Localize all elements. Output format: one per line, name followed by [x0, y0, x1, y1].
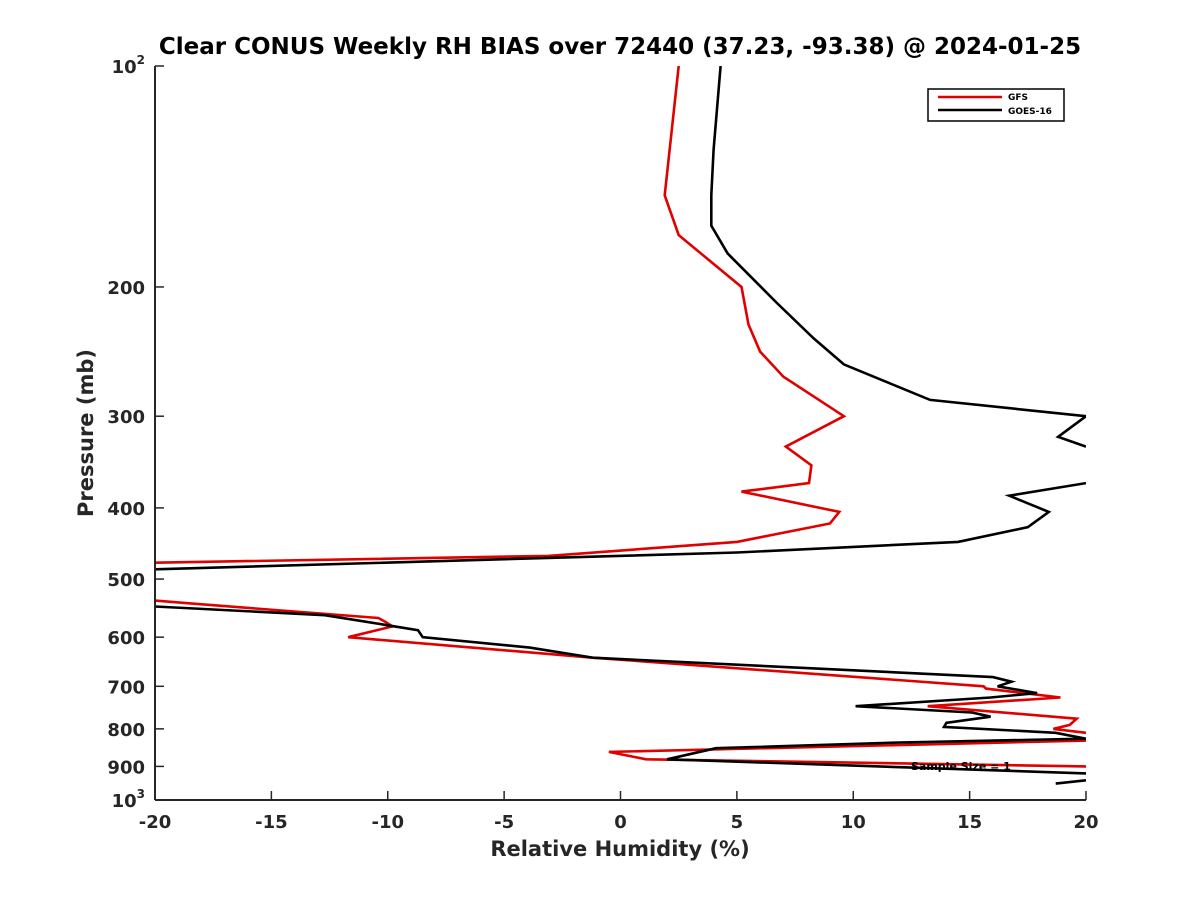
y-tick-label: 500	[107, 570, 145, 591]
series-line-goes-16-segment-0	[709, 66, 1086, 448]
series-line-gfs-segment-0	[155, 66, 847, 564]
series-line-goes-16-segment-3	[1055, 779, 1086, 785]
x-tick-label: 20	[1073, 812, 1098, 833]
x-tick-label: -20	[139, 812, 172, 833]
legend-label-goes-16: GOES-16	[1008, 107, 1052, 117]
x-tick-label: 10	[841, 812, 866, 833]
legend-label-gfs: GFS	[1008, 93, 1028, 103]
y-tick-label: 200	[107, 278, 145, 299]
x-tick-label: -10	[371, 812, 404, 833]
series-line-goes-16-segment-1	[155, 481, 1086, 571]
y-axis-label: Pressure (mb)	[74, 349, 98, 517]
x-tick-label: 5	[731, 812, 744, 833]
chart-title: Clear CONUS Weekly RH BIAS over 72440 (3…	[159, 34, 1081, 60]
y-tick-label: 900	[107, 757, 145, 778]
series-line-goes-16-segment-2	[155, 605, 1086, 775]
x-ticks: -20 -15 -10 -5 0 5 10 15 20	[139, 791, 1099, 833]
x-axis-label: Relative Humidity (%)	[490, 837, 749, 861]
x-tick-label: -15	[255, 812, 288, 833]
y-ticks: 102 200 300 400 500 600 700 800 900 103	[107, 53, 164, 812]
series-line-gfs-segment-2	[608, 739, 1086, 768]
y-tick-label: 800	[107, 720, 145, 741]
y-tick-label: 300	[107, 407, 145, 428]
legend-box	[927, 88, 1065, 122]
x-tick-label: 0	[614, 812, 627, 833]
y-tick-label: 103	[112, 787, 145, 812]
x-tick-label: -5	[494, 812, 514, 833]
x-tick-label: 15	[957, 812, 982, 833]
legend: GFS GOES-16	[927, 88, 1065, 122]
y-tick-label: 600	[107, 628, 145, 649]
y-tick-label: 102	[112, 53, 145, 78]
y-tick-label: 400	[107, 499, 145, 520]
y-tick-label: 700	[107, 677, 145, 698]
sample-size-annotation: Sample Size = 1	[911, 760, 1011, 773]
series-line-gfs-segment-1	[155, 599, 1086, 735]
series-layer	[155, 66, 1086, 785]
